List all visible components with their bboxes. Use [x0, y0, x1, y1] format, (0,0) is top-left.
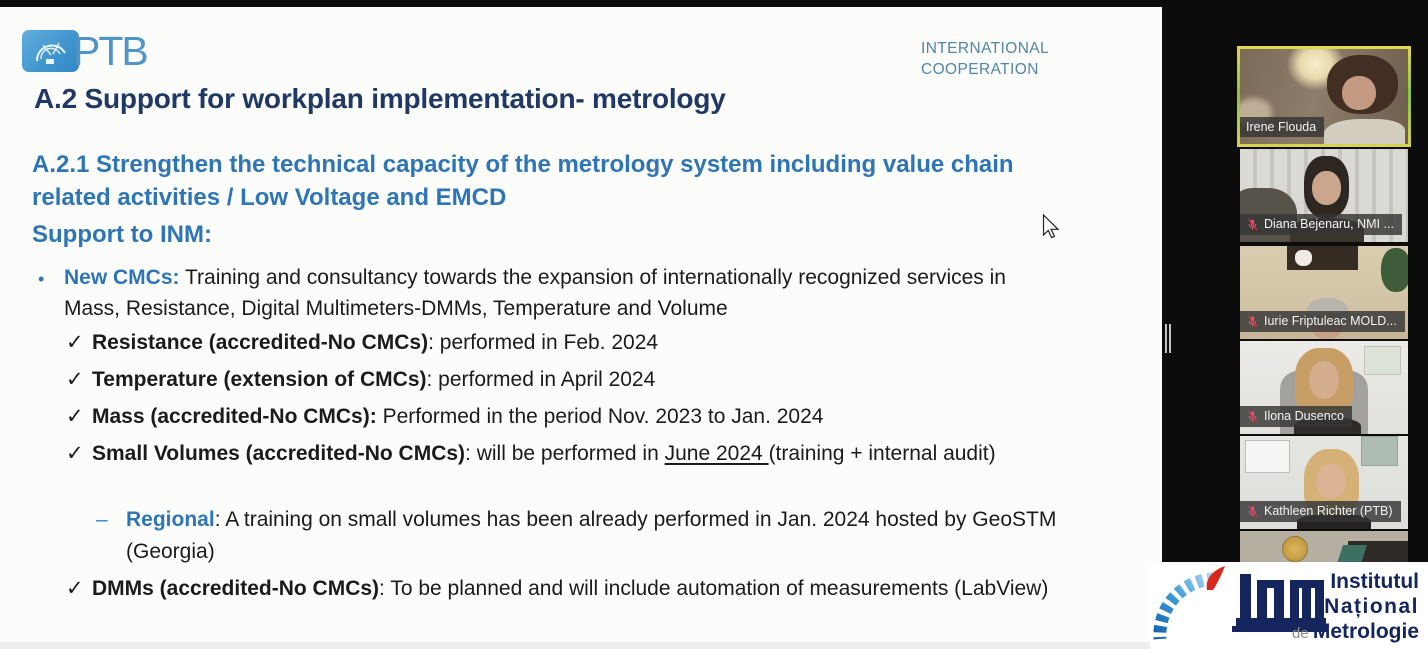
item-lead: Temperature (extension of CMCs)	[92, 368, 427, 391]
checkmark-icon: ✓	[66, 368, 84, 391]
participant-video: Irene Flouda	[1240, 49, 1408, 144]
scene-wall-map	[1364, 345, 1402, 376]
mic-muted-icon	[1248, 218, 1258, 231]
checklist-item-mass: ✓ Mass (accredited-No CMCs): Performed i…	[66, 401, 1097, 433]
item-text: : will be performed in	[465, 442, 665, 465]
item-text: : To be planned and will include automat…	[379, 577, 1049, 600]
checklist-item-resistance: ✓ Resistance (accredited-No CMCs): perfo…	[66, 327, 1097, 359]
bullet-lead: New CMCs:	[64, 266, 180, 289]
inm-text-metrologie: Metrologie	[1312, 620, 1419, 643]
inm-text-line3: de Metrologie	[1292, 619, 1419, 646]
participant-name-tag: Kathleen Richter (PTB)	[1240, 501, 1401, 522]
participant-name: Kathleen Richter (PTB)	[1264, 504, 1393, 519]
checklist-item-dmms: ✓ DMMs (accredited-No CMCs): To be plann…	[66, 573, 1094, 605]
cursor-arrow-icon	[1042, 213, 1060, 245]
scene-whiteboard	[1245, 439, 1291, 474]
item-tail: (training + internal audit)	[768, 442, 996, 465]
scene-face	[1312, 171, 1341, 205]
checkmark-icon: ✓	[66, 405, 84, 428]
checkmark-icon: ✓	[66, 331, 84, 354]
slide-subtitle: A.2.1 Strengthen the technical capacity …	[32, 151, 1014, 211]
international-cooperation-label: INTERNATIONAL COOPERATION	[921, 38, 1049, 80]
inm-logo: Institutul Național de Metrologie	[1150, 562, 1428, 649]
participant-tile-iurie-friptuleac[interactable]: Iurie Friptuleac MOLD...	[1240, 246, 1408, 339]
corner-label-line2: COOPERATION	[921, 61, 1039, 78]
sub-item-text: : A training on small volumes has been a…	[126, 508, 1057, 563]
checkmark-icon: ✓	[66, 577, 84, 600]
item-lead: Mass (accredited-No CMCs):	[92, 405, 377, 428]
participant-name: Irene Flouda	[1246, 119, 1317, 134]
inm-needle-icon	[1206, 566, 1225, 590]
support-heading: Support to INM:	[32, 221, 212, 248]
item-lead: Resistance (accredited-No CMCs)	[92, 331, 429, 354]
inm-text-line2: Național	[1324, 595, 1419, 618]
mic-muted-icon	[1248, 505, 1258, 518]
participant-tile-kathleen-richter[interactable]: Kathleen Richter (PTB)	[1240, 436, 1408, 529]
mic-muted-icon	[1248, 315, 1258, 328]
item-text: Performed in the period Nov. 2023 to Jan…	[376, 405, 824, 428]
bullet-text: New CMCs: Training and consultancy towar…	[64, 262, 1052, 324]
participant-name: Ilona Dusenco	[1264, 409, 1344, 424]
scene-shoulders	[1324, 119, 1405, 144]
participant-name-tag: Ilona Dusenco	[1240, 406, 1352, 427]
panel-resize-handle[interactable]	[1165, 324, 1172, 353]
scene-face	[1342, 75, 1377, 110]
item-underlined-text: June 2024	[664, 442, 769, 465]
inm-logo-text: Institutul Național de Metrologie	[1292, 569, 1419, 646]
item-lead: Small Volumes (accredited-No CMCs)	[92, 442, 466, 465]
screen-share-slide: PTB INTERNATIONAL COOPERATION A.2 Suppor…	[0, 7, 1162, 649]
participant-tile-ilona-dusenco[interactable]: Ilona Dusenco	[1240, 341, 1408, 434]
corner-label-line1: INTERNATIONAL	[921, 40, 1050, 57]
scene-gold-plaque	[1282, 536, 1308, 562]
scene-face	[1308, 361, 1340, 399]
ptb-logo-text: PTB	[73, 27, 149, 74]
checklist-item-small-volumes: ✓ Small Volumes (accredited-No CMCs): wi…	[66, 438, 1084, 470]
checkmark-icon: ✓	[66, 442, 84, 465]
participant-name-tag: Diana Bejenaru, NMI ...	[1240, 214, 1402, 235]
bullet-icon: •	[38, 269, 45, 289]
participant-tile-diana-bejenaru[interactable]: Diana Bejenaru, NMI ...	[1240, 149, 1408, 242]
item-text: : performed in April 2024	[426, 368, 656, 391]
scene-face	[1315, 463, 1346, 500]
mic-muted-icon	[1248, 410, 1258, 423]
inm-text-de: de	[1291, 625, 1313, 642]
scene-jug	[1295, 249, 1313, 267]
inm-text-line1: Institutul	[1330, 570, 1419, 593]
inm-columns-icon	[1232, 574, 1328, 632]
ptb-logo: PTB	[22, 27, 149, 74]
slide-edge	[0, 642, 1162, 649]
participant-name-tag: Iurie Friptuleac MOLD...	[1240, 311, 1405, 332]
item-lead: DMMs (accredited-No CMCs)	[92, 577, 380, 600]
participant-name: Iurie Friptuleac MOLD...	[1264, 314, 1397, 329]
ptb-logo-icon	[22, 30, 79, 72]
checklist-item-temperature: ✓ Temperature (extension of CMCs): perfo…	[66, 364, 1097, 396]
dash-icon: –	[96, 508, 108, 531]
bullet-body: Training and consultancy towards the exp…	[64, 266, 1006, 320]
sub-item-lead: Regional	[126, 508, 215, 531]
sub-item-regional: – Regional: A training on small volumes …	[96, 504, 1078, 568]
item-text: : performed in Feb. 2024	[428, 331, 659, 354]
participant-tile-irene-flouda[interactable]: Irene Flouda	[1237, 46, 1411, 147]
slide-title: A.2 Support for workplan implementation-…	[34, 83, 726, 114]
participant-name: Diana Bejenaru, NMI ...	[1264, 217, 1394, 232]
participant-name-tag: Irene Flouda	[1240, 116, 1325, 137]
inm-arc-icon	[1153, 572, 1215, 640]
bullet-new-cmcs: • New CMCs: Training and consultancy tow…	[38, 262, 1052, 324]
scene-picture-frame	[1360, 436, 1398, 466]
scene-plant	[1381, 247, 1408, 293]
